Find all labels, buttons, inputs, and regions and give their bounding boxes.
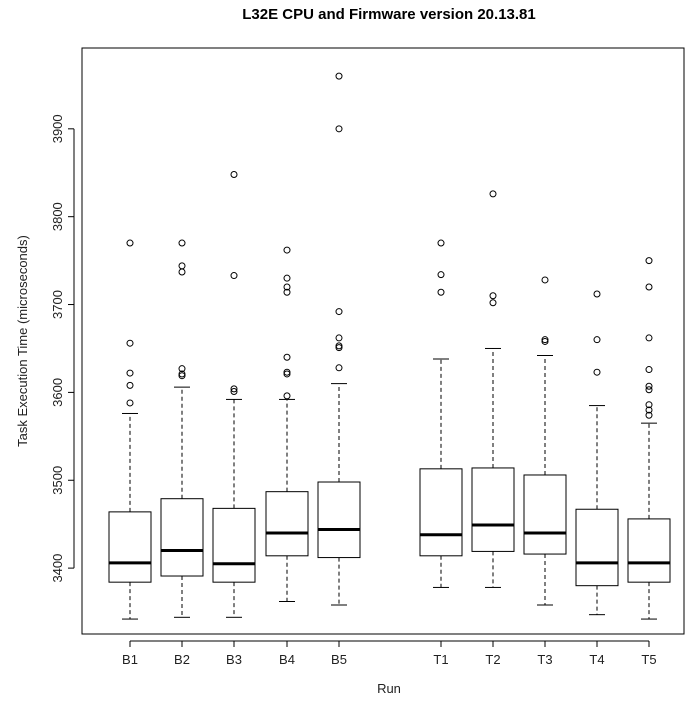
- outlier-point: [283, 392, 291, 400]
- outlier-point: [437, 288, 445, 296]
- x-tick-label: B4: [279, 652, 295, 667]
- outlier-point: [645, 401, 653, 409]
- outlier-point: [645, 334, 653, 342]
- y-tick-label: 3900: [50, 114, 65, 143]
- outlier-point: [283, 274, 291, 282]
- outlier-point: [230, 272, 238, 280]
- outlier-point: [645, 366, 653, 374]
- y-tick-label: 3500: [50, 466, 65, 495]
- box-T4: [575, 290, 619, 616]
- box-iqr: [523, 474, 567, 555]
- outlier-point: [126, 369, 134, 377]
- outlier-point: [283, 353, 291, 361]
- chart-title: L32E CPU and Firmware version 20.13.81: [242, 6, 535, 23]
- outlier-point: [541, 336, 549, 344]
- y-tick-label: 3700: [50, 290, 65, 319]
- box-B3: [212, 171, 256, 618]
- y-axis: 3400 3500 3600 3700 3800 3900: [50, 114, 75, 583]
- outlier-point: [283, 246, 291, 254]
- box-iqr: [627, 518, 671, 583]
- box-B5: [317, 72, 361, 606]
- outlier-point: [178, 370, 186, 378]
- box-T3: [523, 276, 567, 606]
- box-B2: [160, 239, 204, 618]
- outlier-point: [335, 72, 343, 80]
- outlier-point: [645, 382, 653, 390]
- box-B1: [108, 239, 152, 620]
- outlier-point: [178, 262, 186, 270]
- outlier-point: [437, 271, 445, 279]
- box-iqr: [419, 468, 463, 557]
- box-B4: [265, 246, 309, 602]
- outlier-point: [593, 336, 601, 344]
- box-iqr: [265, 491, 309, 557]
- x-tick-label: T4: [589, 652, 604, 667]
- y-axis-label: Task Execution Time (microseconds): [15, 235, 30, 447]
- outlier-point: [645, 386, 653, 394]
- x-tick-label: B3: [226, 652, 242, 667]
- box-T2: [471, 190, 515, 588]
- outlier-point: [126, 381, 134, 389]
- outlier-point: [230, 388, 238, 396]
- box-T1: [419, 239, 463, 588]
- outlier-point: [126, 239, 134, 247]
- x-axis-label: Run: [377, 681, 401, 696]
- outlier-point: [230, 171, 238, 179]
- outlier-point: [645, 257, 653, 265]
- outlier-point: [593, 290, 601, 298]
- x-tick-label: T2: [485, 652, 500, 667]
- x-tick-label: T1: [433, 652, 448, 667]
- box-iqr: [471, 467, 515, 552]
- x-tick-label: B5: [331, 652, 347, 667]
- outlier-point: [126, 399, 134, 407]
- outlier-point: [335, 342, 343, 350]
- y-tick-label: 3600: [50, 378, 65, 407]
- box-T5: [627, 257, 671, 620]
- outlier-point: [178, 365, 186, 373]
- x-tick-label: T3: [537, 652, 552, 667]
- outlier-point: [283, 288, 291, 296]
- outlier-point: [437, 239, 445, 247]
- outlier-point: [283, 368, 291, 376]
- plot-frame: [81, 47, 685, 635]
- box-iqr: [317, 481, 361, 559]
- outlier-point: [645, 406, 653, 414]
- outlier-point: [178, 239, 186, 247]
- box-iqr: [575, 508, 619, 587]
- outlier-point: [489, 292, 497, 300]
- outlier-point: [335, 308, 343, 316]
- outlier-point: [489, 299, 497, 307]
- outlier-point: [178, 268, 186, 276]
- x-tick-label: B1: [122, 652, 138, 667]
- outlier-point: [335, 125, 343, 133]
- outlier-point: [335, 334, 343, 342]
- outlier-point: [230, 385, 238, 393]
- outlier-point: [645, 411, 653, 419]
- box-iqr: [108, 511, 152, 583]
- x-tick-label: B2: [174, 652, 190, 667]
- x-tick-label: T5: [641, 652, 656, 667]
- outlier-point: [283, 283, 291, 291]
- outlier-point: [489, 190, 497, 198]
- outlier-point: [126, 339, 134, 347]
- outlier-point: [645, 283, 653, 291]
- box-iqr: [160, 498, 204, 577]
- x-axis: B1 B2 B3 B4 B5 T1 T2 T3 T4 T5: [122, 640, 657, 667]
- y-tick-label: 3400: [50, 554, 65, 583]
- y-tick-label: 3800: [50, 202, 65, 231]
- outlier-point: [593, 368, 601, 376]
- chart-marks: [108, 72, 671, 620]
- outlier-point: [541, 276, 549, 284]
- box-iqr: [212, 507, 256, 583]
- outlier-point: [335, 364, 343, 372]
